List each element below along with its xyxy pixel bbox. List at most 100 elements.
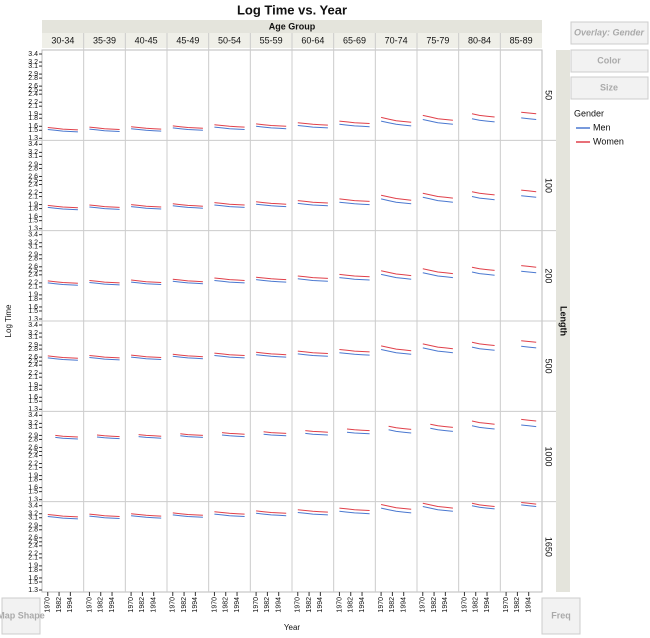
series-line bbox=[214, 126, 245, 130]
series-line bbox=[131, 279, 162, 283]
y-tick-label: 2.4 bbox=[28, 272, 38, 279]
series-line bbox=[346, 428, 370, 432]
series-line bbox=[339, 352, 370, 356]
y-tick-label: 2.4 bbox=[28, 543, 38, 550]
row-label: 500 bbox=[544, 359, 554, 374]
series-line bbox=[388, 429, 412, 434]
y-tick-label: 1.3 bbox=[28, 316, 38, 323]
series-line bbox=[47, 129, 78, 133]
y-tick-label: 1.8 bbox=[28, 386, 38, 393]
y-tick-label: 2.1 bbox=[28, 464, 38, 471]
series-line bbox=[89, 515, 120, 519]
series-line bbox=[214, 280, 245, 284]
x-tick-label: 1970 bbox=[336, 597, 343, 613]
y-tick-label: 1.9 bbox=[28, 472, 38, 479]
series-line bbox=[256, 276, 287, 281]
series-line bbox=[256, 125, 287, 130]
freq-button[interactable]: Freq bbox=[541, 597, 581, 635]
x-tick-label: 1982 bbox=[98, 597, 105, 613]
series-line bbox=[55, 436, 78, 440]
x-tick-label: 1970 bbox=[420, 597, 427, 613]
y-tick-label: 1.9 bbox=[28, 111, 38, 118]
series-line bbox=[380, 507, 412, 514]
series-line bbox=[214, 204, 245, 208]
y-tick-label: 2.4 bbox=[28, 91, 38, 98]
series-line bbox=[172, 203, 203, 207]
y-tick-label: 2.1 bbox=[28, 284, 38, 291]
column-label: 45-49 bbox=[176, 35, 199, 45]
y-tick-label: 1.6 bbox=[28, 575, 38, 582]
y-tick-label: 2.2 bbox=[28, 460, 38, 467]
y-tick-label: 2.2 bbox=[28, 99, 38, 106]
size-label[interactable]: Size bbox=[600, 82, 618, 92]
series-line bbox=[471, 346, 495, 351]
series-line bbox=[221, 434, 245, 438]
size-button[interactable]: Size bbox=[570, 76, 649, 100]
freq-label[interactable]: Freq bbox=[551, 610, 571, 620]
series-line bbox=[297, 125, 328, 129]
color-button[interactable]: Color bbox=[570, 49, 649, 73]
series-line bbox=[131, 206, 162, 210]
series-line bbox=[471, 420, 495, 425]
series-line bbox=[471, 505, 495, 510]
series-line bbox=[430, 423, 453, 428]
y-tick-label: 2.9 bbox=[28, 252, 38, 259]
x-tick-label: 1982 bbox=[264, 597, 271, 613]
y-tick-label: 1.5 bbox=[28, 308, 38, 315]
map-shape-label[interactable]: Map Shape bbox=[0, 610, 45, 620]
y-tick-label: 3.4 bbox=[28, 322, 38, 329]
y-tick-label: 1.6 bbox=[28, 213, 38, 220]
series-line bbox=[256, 279, 287, 283]
y-tick-label: 1.3 bbox=[28, 587, 38, 594]
series-line bbox=[47, 282, 78, 286]
series-line bbox=[256, 510, 287, 514]
y-tick-label: 2.1 bbox=[28, 374, 38, 381]
color-label[interactable]: Color bbox=[597, 55, 621, 65]
series-line bbox=[339, 273, 370, 278]
series-line bbox=[471, 118, 495, 123]
row-label: 50 bbox=[544, 90, 554, 100]
x-tick-label: 1982 bbox=[389, 597, 396, 613]
series-line bbox=[471, 196, 495, 201]
overlay-button[interactable]: Overlay: Gender bbox=[570, 21, 649, 45]
y-tick-label: 1.9 bbox=[28, 563, 38, 570]
y-tick-label: 3.1 bbox=[28, 63, 38, 70]
series-line bbox=[422, 502, 453, 509]
series-line bbox=[256, 354, 287, 358]
y-tick-label: 2.2 bbox=[28, 189, 38, 196]
y-tick-label: 2.5 bbox=[28, 177, 38, 184]
series-line bbox=[89, 126, 120, 130]
series-line bbox=[89, 355, 120, 359]
series-line bbox=[339, 349, 370, 353]
series-line bbox=[214, 202, 245, 206]
series-line bbox=[214, 124, 245, 128]
overlay-label[interactable]: Overlay: Gender bbox=[574, 27, 645, 37]
y-tick-label: 1.8 bbox=[28, 115, 38, 122]
series-line bbox=[305, 430, 328, 433]
y-tick-label: 1.5 bbox=[28, 217, 38, 224]
x-tick-label: 1982 bbox=[139, 597, 146, 613]
x-tick-label: 1982 bbox=[306, 597, 313, 613]
series-line bbox=[138, 436, 162, 439]
series-line bbox=[422, 196, 453, 203]
map-shape-button[interactable]: Map Shape bbox=[0, 597, 45, 635]
y-tick-label: 2.9 bbox=[28, 523, 38, 530]
y-tick-label: 1.6 bbox=[28, 394, 38, 401]
y-tick-label: 1.9 bbox=[28, 292, 38, 299]
series-line bbox=[172, 127, 203, 131]
series-line bbox=[256, 123, 287, 127]
series-line bbox=[380, 345, 412, 352]
series-line bbox=[131, 513, 162, 517]
series-line bbox=[89, 128, 120, 132]
series-line bbox=[521, 340, 537, 343]
series-line bbox=[339, 198, 370, 202]
column-label: 70-74 bbox=[385, 35, 408, 45]
y-tick-label: 3.2 bbox=[28, 330, 38, 337]
series-line bbox=[297, 200, 328, 204]
series-line bbox=[380, 198, 412, 205]
y-tick-label: 3.4 bbox=[28, 232, 38, 239]
y-tick-label: 2.2 bbox=[28, 280, 38, 287]
series-line bbox=[263, 431, 287, 434]
y-tick-label: 1.8 bbox=[28, 476, 38, 483]
